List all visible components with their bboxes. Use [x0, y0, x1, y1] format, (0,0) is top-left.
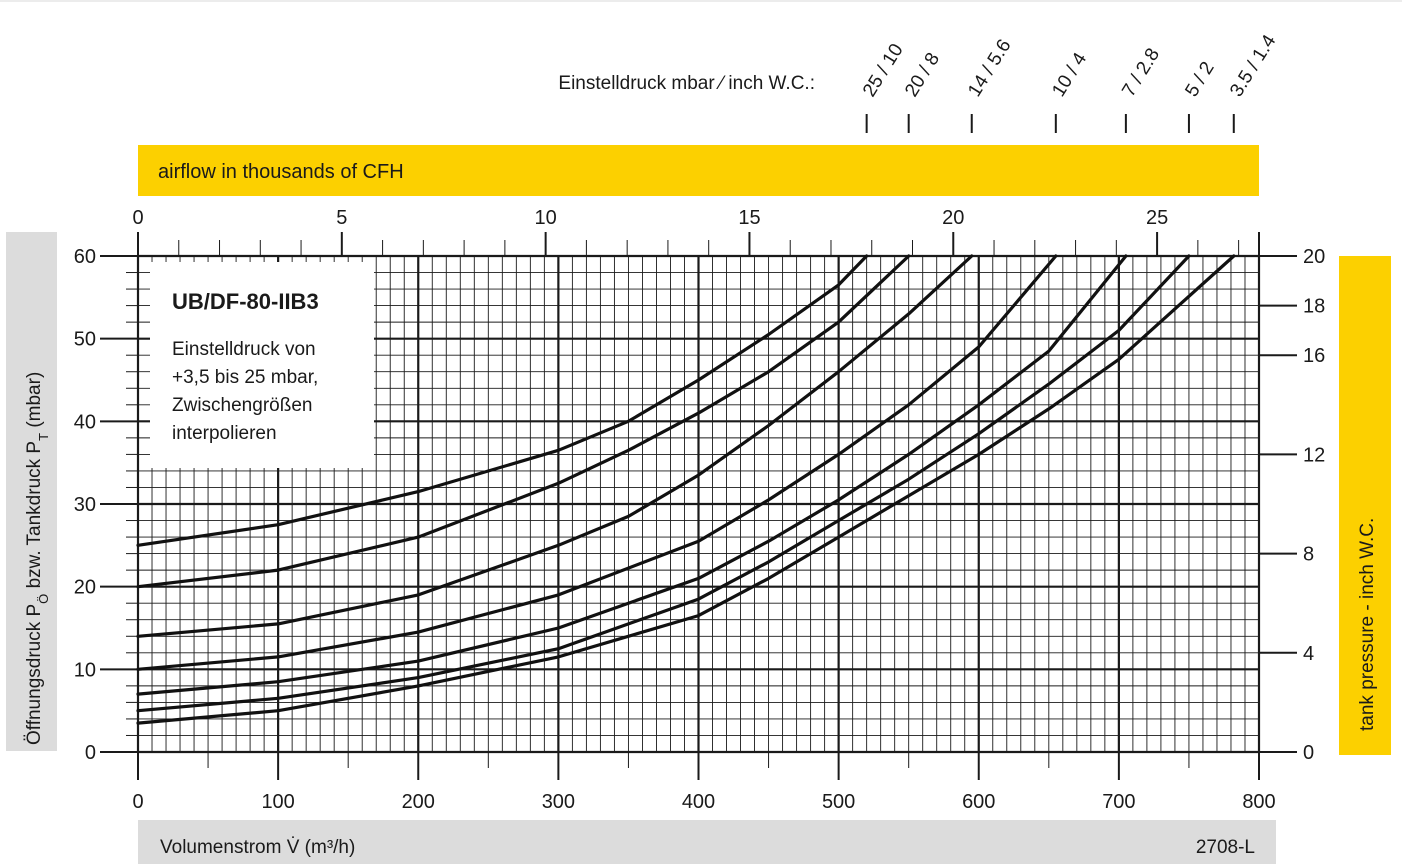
y-tick-label: 40 [74, 411, 96, 433]
bottom-axis-banner [138, 820, 1276, 864]
x2-tick-label: 20 [942, 207, 964, 229]
x-tick-label: 800 [1242, 791, 1275, 813]
bottom-axis-label: Volumenstrom V̇ (m³/h) [160, 837, 355, 858]
x-tick-label: 100 [261, 791, 294, 813]
figure-code: 2708-L [1196, 837, 1255, 858]
x-tick-label: 500 [822, 791, 855, 813]
x-tick-label: 600 [962, 791, 995, 813]
x-tick-label: 200 [402, 791, 435, 813]
setting-pressure-header: Einstelldruck mbar ⁄ inch W.C.: [558, 73, 815, 94]
y2-tick-label: 12 [1303, 444, 1325, 466]
y-tick-label: 60 [74, 246, 96, 268]
legend-line: Einstelldruck von [172, 339, 316, 360]
y2-tick-label: 4 [1303, 643, 1314, 665]
setting-label: 20 / 8 [901, 49, 944, 100]
x2-tick-label: 25 [1146, 207, 1168, 229]
legend-line: +3,5 bis 25 mbar, [172, 367, 318, 388]
curve-4 [136, 254, 1058, 671]
y-tick-label: 0 [85, 742, 96, 764]
y-tick-label: 20 [74, 577, 96, 599]
curve-7 [136, 254, 1236, 725]
x2-tick-label: 15 [738, 207, 760, 229]
setting-label: 5 / 2 [1181, 58, 1218, 100]
legend-title: UB/DF-80-IIB3 [172, 289, 319, 314]
curve-5 [136, 254, 1128, 696]
left-axis-banner [6, 232, 57, 751]
legend-line: Zwischengrößen [172, 395, 312, 416]
x-tick-label: 0 [132, 791, 143, 813]
x2-tick-label: 0 [132, 207, 143, 229]
top-axis-banner-label: airflow in thousands of CFH [158, 161, 404, 183]
y2-tick-label: 20 [1303, 246, 1325, 268]
legend-box [150, 262, 374, 468]
y2-tick-label: 18 [1303, 296, 1325, 318]
x2-tick-label: 5 [336, 207, 347, 229]
curve-2 [136, 254, 911, 589]
top-axis-banner [138, 145, 1259, 196]
curve-1 [136, 254, 869, 547]
y2-tick-label: 16 [1303, 345, 1325, 367]
y2-tick-label: 0 [1303, 742, 1314, 764]
x-tick-label: 300 [542, 791, 575, 813]
setting-label: 14 / 5.6 [964, 36, 1015, 101]
right-axis-label: tank pressure - inch W.C. [1357, 518, 1378, 731]
y2-tick-label: 8 [1303, 544, 1314, 566]
y-tick-label: 30 [74, 494, 96, 516]
legend-line: interpolieren [172, 423, 277, 444]
setting-label: 25 / 10 [859, 40, 908, 100]
setting-label: 7 / 2.8 [1118, 45, 1164, 101]
setting-label: 3.5 / 1.4 [1226, 31, 1280, 101]
x-tick-label: 400 [682, 791, 715, 813]
pressure-curves [136, 254, 1236, 725]
x-tick-label: 700 [1102, 791, 1135, 813]
y-tick-label: 50 [74, 329, 96, 351]
setting-label: 10 / 4 [1048, 49, 1091, 101]
left-axis-label: Öffnungsdruck PÖ bzw. Tankdruck PT (mbar… [24, 372, 51, 745]
x2-tick-label: 10 [535, 207, 557, 229]
curve-3 [136, 254, 974, 638]
y-tick-label: 10 [74, 659, 96, 681]
curve-6 [136, 254, 1191, 713]
right-axis-banner [1339, 256, 1391, 755]
